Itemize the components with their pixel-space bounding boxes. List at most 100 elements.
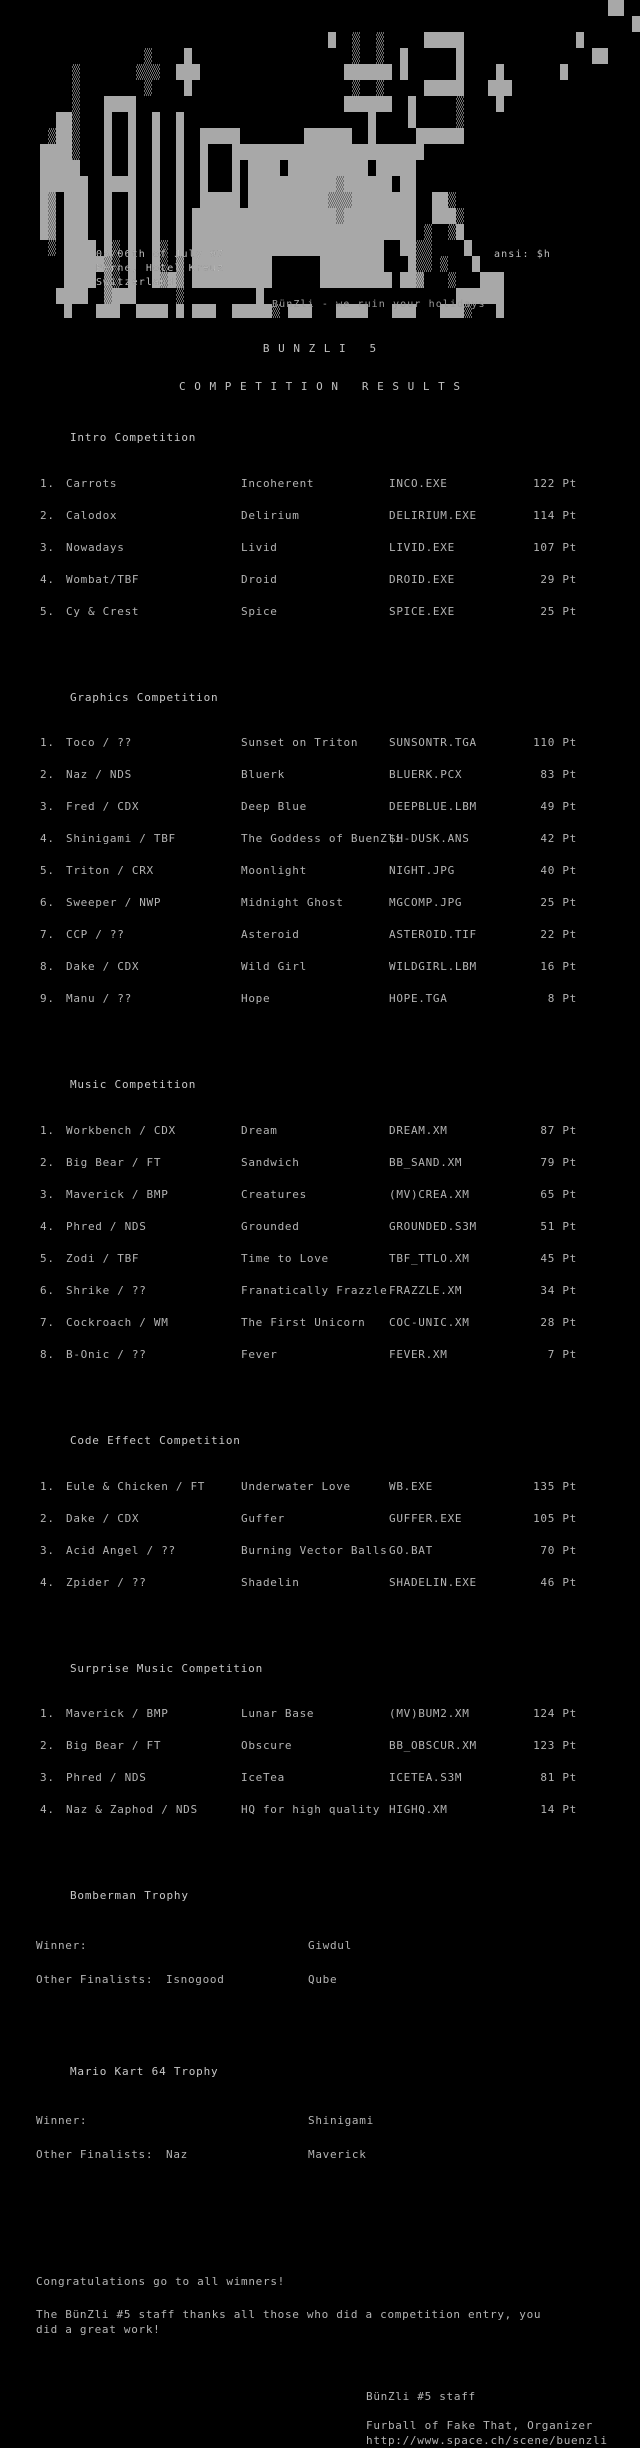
filename-cell: COC-UNIC.XM (389, 1315, 470, 1329)
trophy-section: Bomberman Trophy Winner: Giwdul Other Final… (0, 1885, 640, 2037)
rank-cell: 6. (40, 1283, 55, 1297)
footer-block: Congratulations go to all wimners! The B… (36, 2252, 640, 2448)
table-row: 1. Carrots Incoherent INCO.EXE 122 Pt (40, 473, 640, 505)
title-cell: Midnight Ghost (241, 896, 344, 910)
points-cell: 114 Pt (533, 508, 577, 522)
filename-cell: HIGHQ.XM (389, 1803, 448, 1817)
title-cell: Delirium (241, 508, 300, 522)
points-cell: 7 Pt (547, 1347, 577, 1361)
winner-name: Giwdul (308, 1938, 352, 1952)
results-table: 1. Toco / ?? Sunset on Triton SUNSONTR.TGA 1… (40, 732, 640, 1020)
filename-cell: BB_SAND.XM (389, 1155, 463, 1169)
competition-section: Graphics Competition 1. Toco / ?? Sunset on… (0, 687, 640, 1055)
rank-cell: 4. (40, 1803, 55, 1817)
title-cell: Dream (241, 1123, 278, 1137)
points-cell: 135 Pt (533, 1479, 577, 1493)
filename-cell: WB.EXE (389, 1479, 433, 1493)
rank-cell: 1. (40, 1123, 55, 1137)
rank-cell: 3. (40, 540, 55, 554)
rank-cell: 3. (40, 1543, 55, 1557)
rank-cell: 1. (40, 1707, 55, 1721)
table-row: 8. B-Onic / ?? Fever FEVER.XM 7 Pt (40, 1344, 640, 1376)
rank-cell: 1. (40, 476, 55, 490)
points-cell: 51 Pt (540, 1219, 577, 1233)
title-cell: Bluerk (241, 768, 285, 782)
table-row: 1. Toco / ?? Sunset on Triton SUNSONTR.TGA 1… (40, 732, 640, 764)
title-cell: Lunar Base (241, 1707, 315, 1721)
points-cell: 25 Pt (540, 896, 577, 910)
table-row: 7. Cockroach / WM The First Unicorn COC-UNI… (40, 1312, 640, 1344)
filename-cell: $H-DUSK.ANS (389, 832, 470, 846)
rank-cell: 7. (40, 928, 55, 942)
table-row: 2. Big Bear / FT Sandwich BB_SAND.XM 79 Pt (40, 1152, 640, 1184)
points-cell: 22 Pt (540, 928, 577, 942)
points-cell: 29 Pt (540, 572, 577, 586)
winner-label: Winner: (36, 1938, 88, 1952)
title-cell: Moonlight (241, 864, 307, 878)
rank-cell: 8. (40, 960, 55, 974)
filename-cell: (MV)BUM2.XM (389, 1707, 470, 1721)
rank-cell: 2. (40, 1739, 55, 1753)
title-cell: Wild Girl (241, 960, 307, 974)
author-cell: Sweeper / NWP (66, 896, 162, 910)
title-cell: Livid (241, 540, 278, 554)
title-cell: Obscure (241, 1739, 293, 1753)
website-url[interactable]: http://www.space.ch/scene/buenzli (366, 2434, 608, 2448)
filename-cell: MGCOMP.JPG (389, 896, 463, 910)
title-cell: The Goddess of BuenZli (241, 832, 403, 846)
points-cell: 40 Pt (540, 864, 577, 878)
author-cell: CCP / ?? (66, 928, 125, 942)
rank-cell: 5. (40, 1251, 55, 1265)
filename-cell: LIVID.EXE (389, 540, 455, 554)
title-cell: HQ for high quality (241, 1803, 381, 1817)
points-cell: 87 Pt (540, 1123, 577, 1137)
table-row: 5. Zodi / TBF Time to Love TBF_TTLO.XM 45 Pt (40, 1248, 640, 1280)
table-row: 3. Phred / NDS IceTea ICETEA.S3M 81 Pt (40, 1767, 640, 1799)
filename-cell: HOPE.TGA (389, 992, 448, 1006)
author-cell: Phred / NDS (66, 1219, 147, 1233)
filename-cell: ICETEA.S3M (389, 1771, 463, 1785)
filename-cell: BB_OBSCUR.XM (389, 1739, 477, 1753)
trophy-row-label: Other Finalists: (36, 1972, 154, 1986)
trophy-name-secondary: Maverick (308, 2148, 367, 2162)
table-row: 7. CCP / ?? Asteroid ASTEROID.TIF 22 Pt (40, 924, 640, 956)
filename-cell: DROID.EXE (389, 572, 455, 586)
table-row: 2. Big Bear / FT Obscure BB_OBSCUR.XM 123 Pt (40, 1735, 640, 1767)
table-row: 3. Acid Angel / ?? Burning Vector Balls GO.… (40, 1540, 640, 1572)
filename-cell: DELIRIUM.EXE (389, 508, 477, 522)
author-cell: Zpider / ?? (66, 1575, 147, 1589)
table-row: 4. Naz & Zaphod / NDS HQ for high quality H… (40, 1799, 640, 1831)
points-cell: 81 Pt (540, 1771, 577, 1785)
table-row: 3. Fred / CDX Deep Blue DEEPBLUE.LBM 49 Pt (40, 796, 640, 828)
title-cell: Asteroid (241, 928, 300, 942)
title-cell: Deep Blue (241, 800, 307, 814)
trophy-heading: Bomberman Trophy (70, 1889, 189, 1903)
points-cell: 107 Pt (533, 540, 577, 554)
filename-cell: DREAM.XM (389, 1123, 448, 1137)
filename-cell: WILDGIRL.LBM (389, 960, 477, 974)
section-heading: Music Competition (70, 1078, 197, 1092)
title-cell: Fever (241, 1347, 278, 1361)
points-cell: 70 Pt (540, 1543, 577, 1557)
table-row: 1. Maverick / BMP Lunar Base (MV)BUM2.XM 124… (40, 1703, 640, 1735)
title-cell: The First Unicorn (241, 1315, 366, 1329)
table-row: 2. Naz / NDS Bluerk BLUERK.PCX 83 Pt (40, 764, 640, 796)
author-cell: Maverick / BMP (66, 1707, 169, 1721)
table-row: 3. Maverick / BMP Creatures (MV)CREA.XM 65 P… (40, 1184, 640, 1216)
author-cell: Carrots (66, 476, 118, 490)
points-cell: 79 Pt (540, 1155, 577, 1169)
staff-line: BünZli #5 staff (366, 2390, 476, 2404)
congratulations-text: Congratulations go to all wimners! (36, 2275, 285, 2289)
points-cell: 8 Pt (547, 992, 577, 1006)
author-cell: Big Bear / FT (66, 1739, 162, 1753)
author-cell: Dake / CDX (66, 1511, 140, 1525)
author-cell: Dake / CDX (66, 960, 140, 974)
table-row: 2. Dake / CDX Guffer GUFFER.EXE 105 Pt (40, 1508, 640, 1540)
title-cell: Grounded (241, 1219, 300, 1233)
rank-cell: 2. (40, 1511, 55, 1525)
event-info-text: 05/06th of July 97 Berne, Hotel Kreuz Sw… (96, 249, 225, 288)
rank-cell: 4. (40, 1219, 55, 1233)
section-heading: Intro Competition (70, 431, 197, 445)
author-cell: Naz / NDS (66, 768, 132, 782)
author-cell: Acid Angel / ?? (66, 1543, 176, 1557)
